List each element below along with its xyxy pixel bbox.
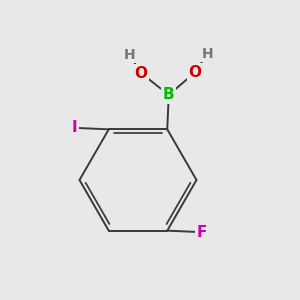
Text: F: F (196, 225, 207, 240)
Text: O: O (189, 65, 202, 80)
Text: H: H (201, 47, 213, 61)
Text: O: O (135, 66, 148, 81)
Text: H: H (123, 48, 135, 62)
Text: I: I (71, 120, 77, 135)
Text: B: B (163, 87, 175, 102)
